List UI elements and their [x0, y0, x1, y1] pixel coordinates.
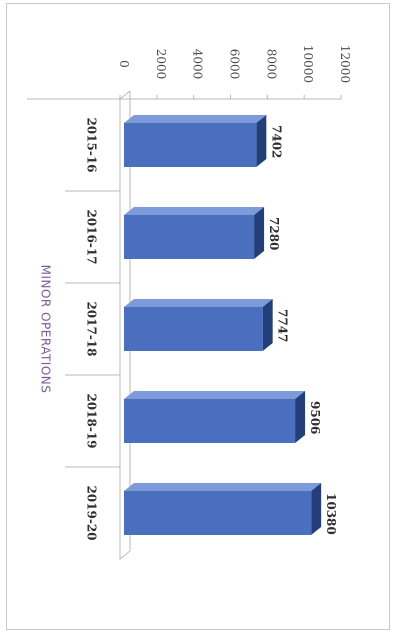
bar-top-face	[124, 391, 306, 399]
bar	[124, 215, 255, 259]
value-tick-label: 2000	[154, 49, 168, 80]
axis-floor	[119, 99, 131, 561]
value-tick-label: 0	[117, 60, 131, 68]
value-tick-label: 8000	[264, 49, 278, 80]
bar-top-face	[124, 115, 267, 123]
axis-depth	[119, 90, 131, 100]
bar-end-face	[262, 299, 273, 351]
data-label: 7280	[267, 217, 281, 250]
data-label: 10380	[324, 493, 338, 535]
bar-chart: 0 2000 4000 6000 8000 10000 12000 7402 2015-16 72…	[27, 45, 352, 561]
bar	[124, 123, 257, 167]
bar-top-face	[124, 207, 265, 215]
category-axis-title: MINOR OPERATIONS	[39, 265, 53, 394]
bar-top-face	[124, 299, 273, 307]
category-label: 2018-19	[85, 393, 99, 448]
value-tick-label: 6000	[228, 49, 242, 80]
data-label: 7747	[276, 309, 290, 342]
chart-frame: 0 2000 4000 6000 8000 10000 12000 7402 2015-16 72…	[6, 3, 390, 630]
bar-top-face	[124, 483, 322, 491]
bar	[124, 491, 312, 535]
value-tick-label: 12000	[338, 45, 352, 83]
bar-end-face	[295, 391, 306, 443]
category-label: 2019-20	[85, 485, 99, 540]
category-label: 2015-16	[85, 117, 99, 172]
data-label: 9506	[308, 401, 322, 434]
bar	[124, 307, 263, 351]
bar	[124, 399, 296, 443]
bar-end-face	[311, 483, 322, 535]
bar-end-face	[254, 207, 265, 259]
bar-end-face	[256, 115, 267, 167]
category-label: 2017-18	[85, 301, 99, 356]
value-tick-label: 10000	[301, 45, 315, 83]
value-tick-label: 4000	[191, 49, 205, 80]
data-label: 7402	[269, 125, 283, 158]
category-label: 2016-17	[85, 209, 99, 264]
